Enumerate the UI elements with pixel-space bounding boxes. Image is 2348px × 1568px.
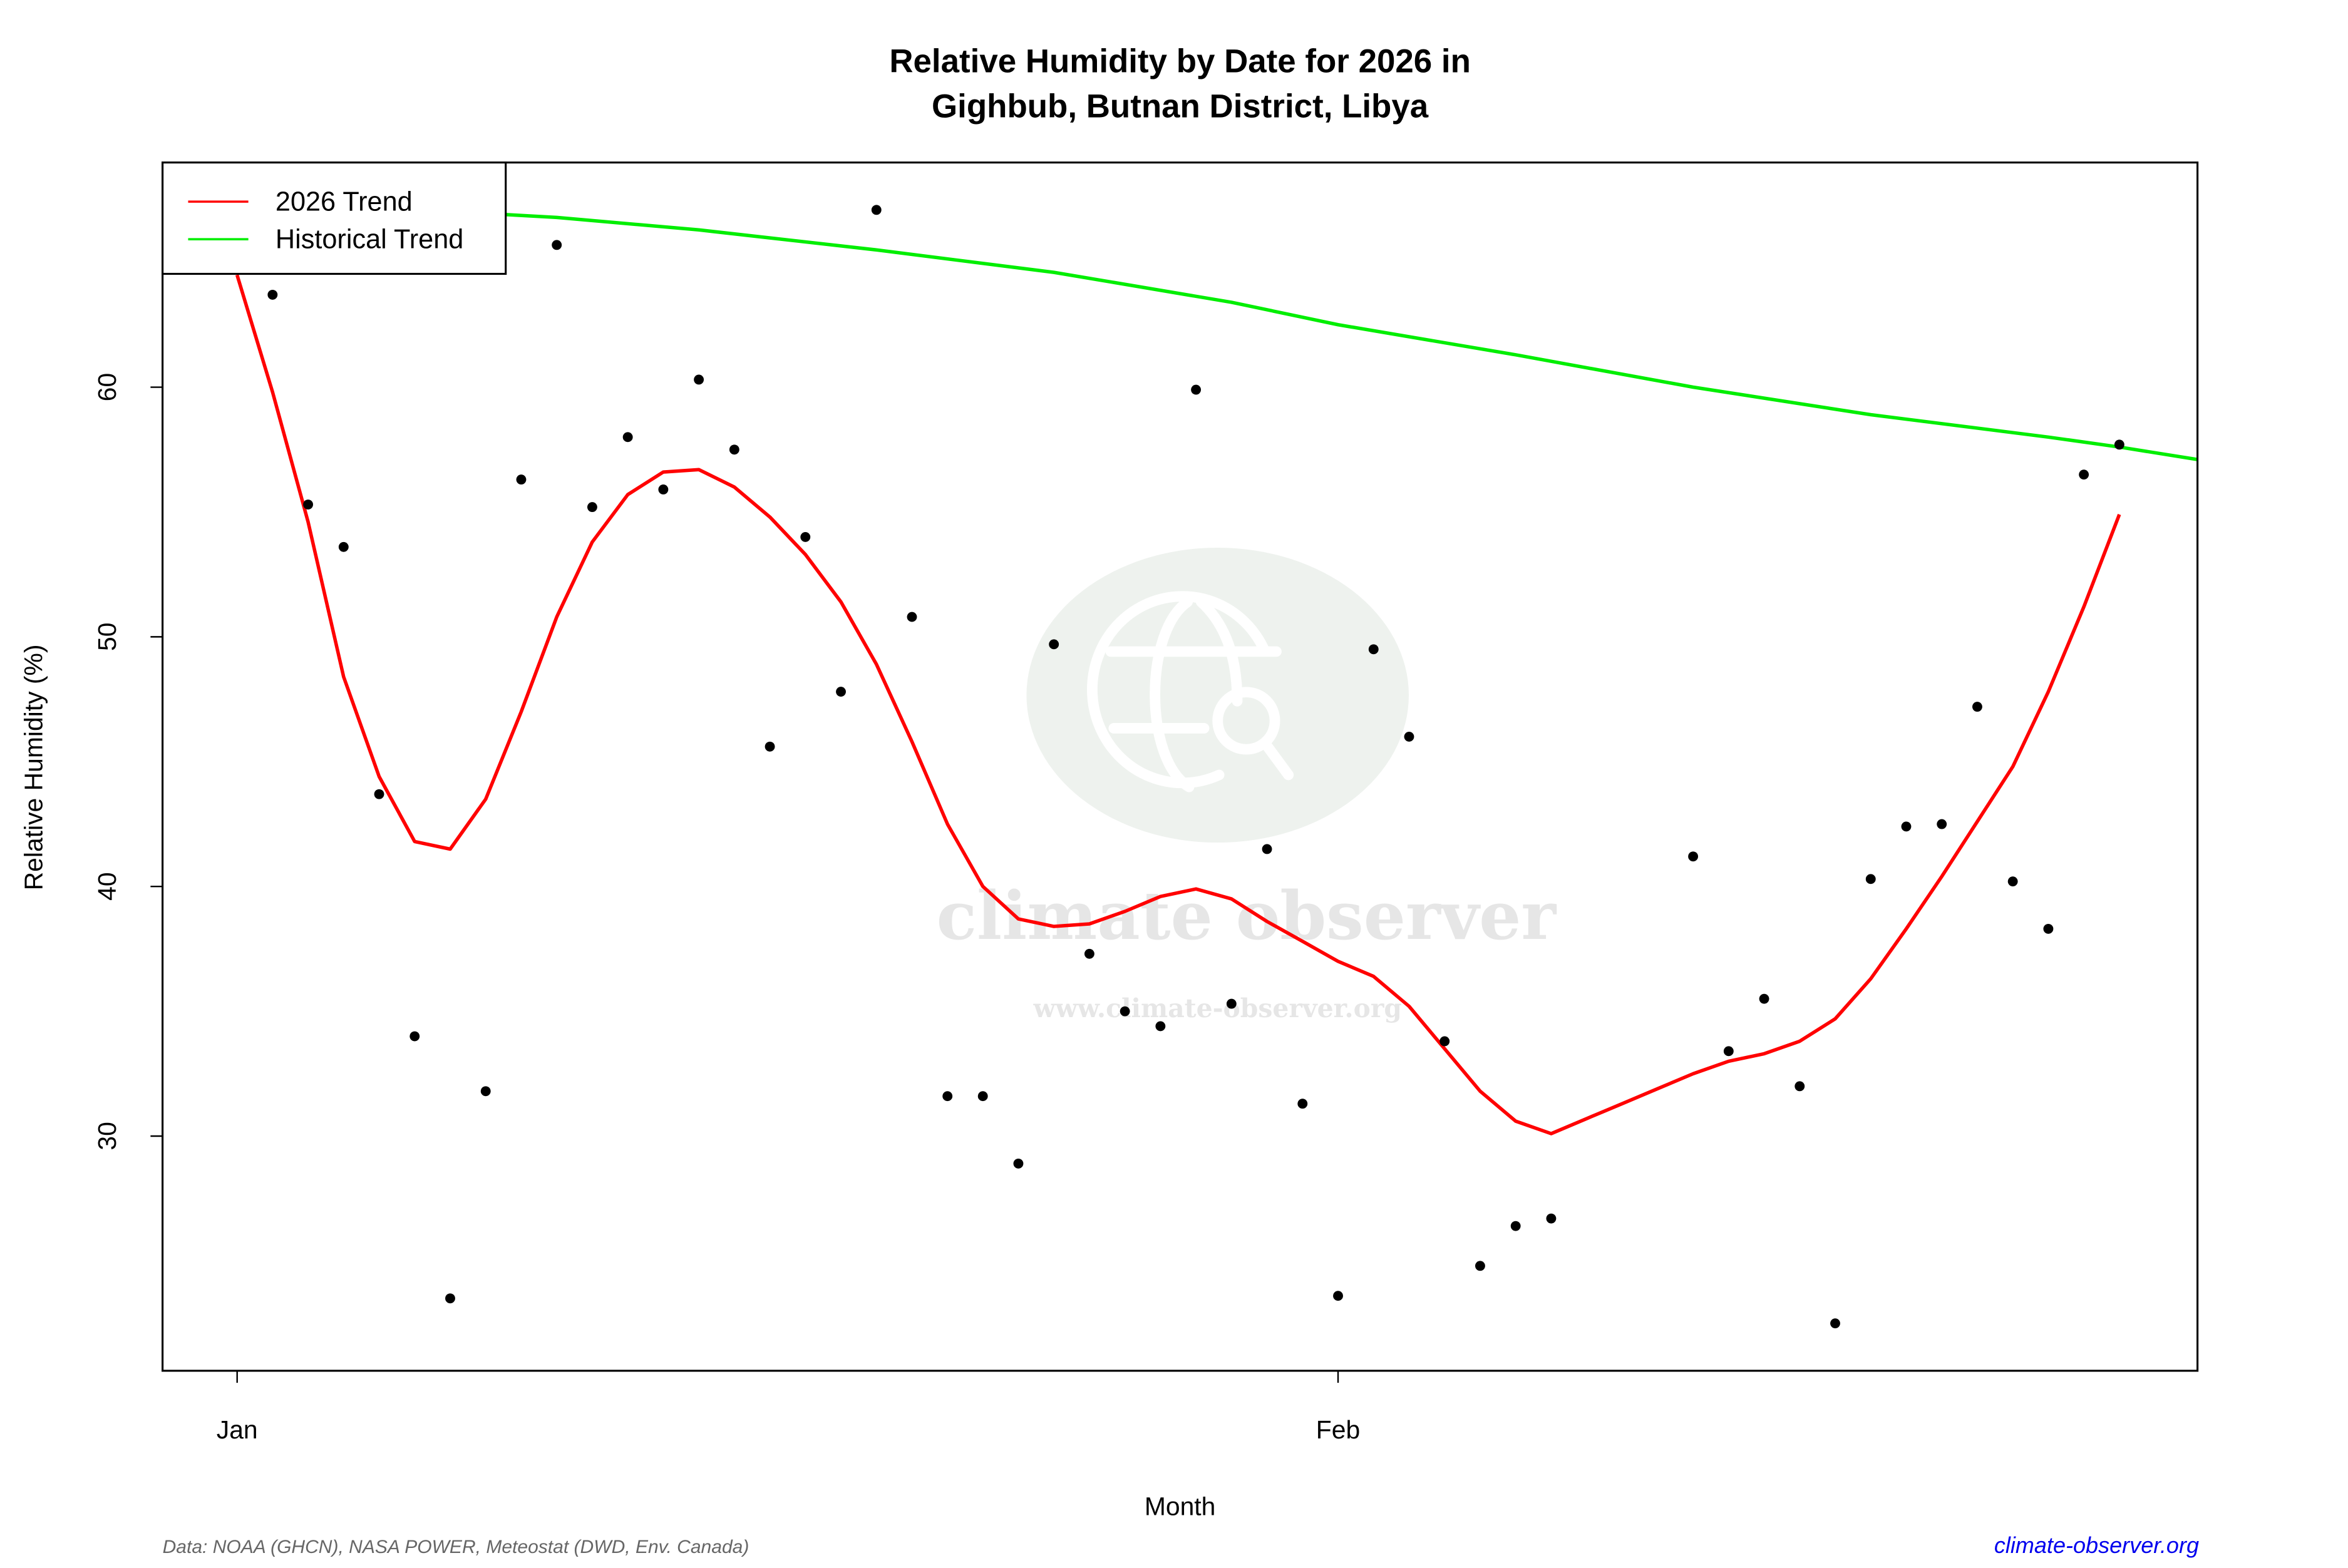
data-point [338,541,349,552]
data-point [729,444,739,455]
data-point [445,1293,455,1304]
data-point [1297,1099,1308,1109]
x-axis-label: Month [1145,1492,1216,1521]
legend-label-2026-trend: 2026 Trend [275,187,413,217]
data-point [1510,1221,1521,1231]
data-point [1333,1291,1343,1301]
y-tick-label: 30 [93,1122,121,1150]
data-point [1830,1318,1840,1329]
y-tick-label: 40 [93,872,121,900]
chart-title: Relative Humidity by Date for 2026 in [889,43,1471,79]
legend: 2026 Trend Historical Trend [162,161,507,275]
data-point [836,687,846,697]
data-point [765,741,775,752]
data-point [658,484,669,494]
data-point [1439,1036,1450,1047]
watermark-url: www.climate-observer.org [1032,993,1402,1023]
data-point [2079,469,2089,480]
y-axis-label: Relative Humidity (%) [19,645,48,891]
legend-box [162,161,507,275]
data-point [1688,851,1699,862]
data-point [1120,1006,1130,1017]
data-point [1191,384,1202,395]
data-point [374,789,384,799]
data-point [622,432,633,443]
data-source-note: Data: NOAA (GHCN), NASA POWER, Meteostat… [163,1537,749,1557]
data-point [907,612,917,622]
data-point [1155,1021,1166,1032]
data-point [1049,639,1059,650]
data-point [800,532,811,542]
data-point [2043,923,2054,934]
data-point [977,1091,988,1102]
x-tick-label-feb: Feb [1316,1415,1360,1444]
x-axis: Jan Feb [217,1370,1360,1444]
data-point [303,500,313,510]
data-point [552,240,562,250]
plot-frame [162,161,2199,1372]
data-point [587,502,597,513]
data-point [1226,998,1237,1009]
data-point [1475,1261,1485,1271]
data-point [694,374,704,385]
legend-label-historical-trend: Historical Trend [275,225,463,255]
data-point [1901,821,1912,832]
data-point [1546,1213,1557,1224]
data-point [1013,1158,1024,1169]
data-point [409,1031,420,1042]
trend-line-2026-trend [235,274,2121,1135]
chart-subtitle: Gighbub, Butnan District, Libya [932,88,1429,125]
y-tick-label: 60 [93,373,121,401]
data-point [942,1091,953,1102]
watermark-circle [1026,548,1409,843]
data-point [1972,702,1982,712]
data-point [1368,644,1379,655]
data-point [516,474,527,485]
site-link[interactable]: climate-observer.org [1994,1532,2199,1558]
data-point [1404,731,1414,742]
data-point [2007,876,2018,887]
data-point [1865,874,1876,884]
data-point [1262,844,1272,854]
watermark-brand: climate observer [937,877,1557,955]
x-tick-label-jan: Jan [217,1415,258,1444]
data-point [2114,439,2124,450]
watermark: climate observer www.climate-observer.or… [937,548,1557,1023]
data-point [267,289,278,300]
y-tick-label: 50 [93,623,121,651]
globe-search-icon [1087,591,1294,792]
data-point [871,205,882,215]
data-points [267,205,2124,1329]
y-axis: 30 40 50 60 [93,373,163,1150]
data-point [1723,1046,1734,1057]
data-point [1084,948,1094,959]
data-point [1794,1081,1805,1092]
data-point [1759,993,1769,1004]
data-point [1937,819,1947,829]
data-point [480,1086,491,1097]
